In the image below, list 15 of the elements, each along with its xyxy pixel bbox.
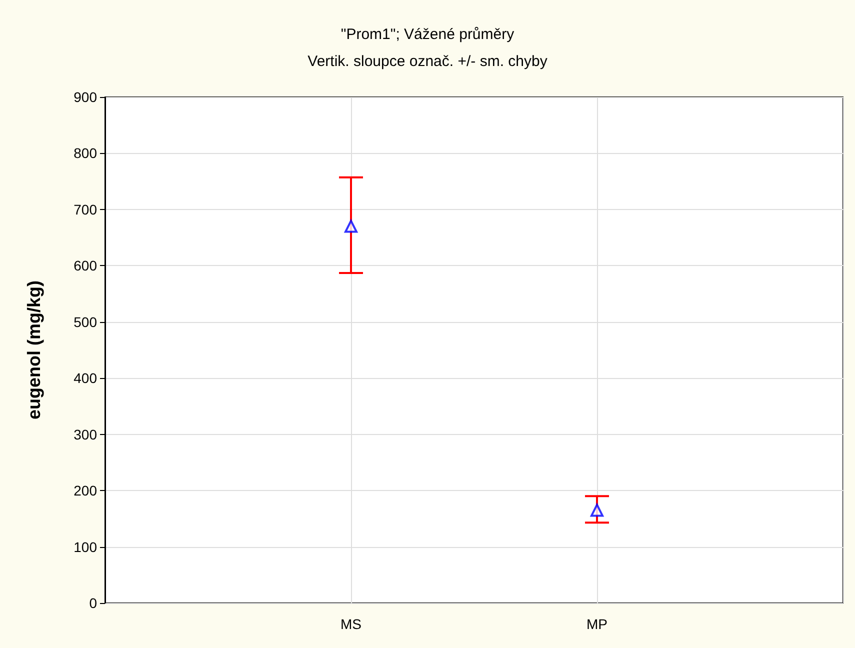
y-tick-label: 600 [74,258,98,274]
y-tick-label: 700 [74,201,98,218]
x-tick-label: MP [586,616,608,632]
y-axis-title: eugenol (mg/kg) [24,280,44,420]
y-tick-label: 300 [74,426,98,442]
y-tick-label: 800 [74,145,98,162]
y-tick-label: 200 [74,482,98,499]
chart-subtitle: Vertik. sloupce označ. +/- sm. chyby [308,53,548,70]
y-tick-label: 500 [74,314,98,330]
y-tick-label: 900 [74,89,98,105]
chart-title: "Prom1"; Vážené průměry [340,26,515,43]
y-tick-label: 0 [89,595,98,611]
y-tick-label: 400 [74,370,98,386]
y-tick-label: 100 [74,538,98,555]
x-tick-label: MS [340,616,362,632]
